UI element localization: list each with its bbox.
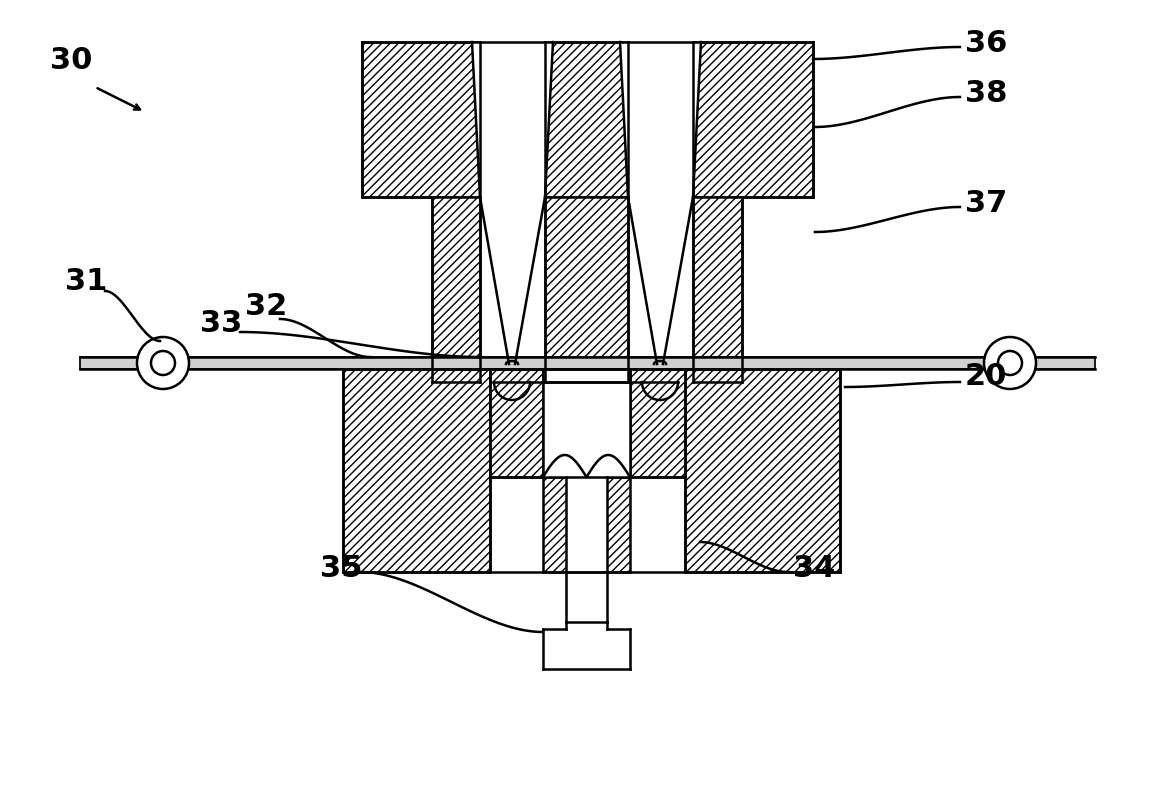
Polygon shape bbox=[693, 42, 813, 197]
Text: 32: 32 bbox=[246, 292, 287, 321]
Text: 33: 33 bbox=[200, 309, 242, 338]
Polygon shape bbox=[472, 42, 553, 197]
Polygon shape bbox=[543, 369, 630, 477]
Text: 36: 36 bbox=[965, 29, 1007, 58]
Polygon shape bbox=[543, 477, 630, 572]
Polygon shape bbox=[362, 42, 481, 197]
Polygon shape bbox=[630, 369, 685, 477]
Polygon shape bbox=[685, 369, 840, 572]
Polygon shape bbox=[490, 369, 543, 477]
Polygon shape bbox=[545, 197, 627, 382]
Polygon shape bbox=[693, 197, 741, 382]
Circle shape bbox=[137, 337, 189, 389]
Text: 34: 34 bbox=[793, 554, 835, 583]
Bar bbox=[80, 357, 1095, 369]
Polygon shape bbox=[432, 197, 481, 382]
Polygon shape bbox=[343, 369, 490, 572]
Text: 37: 37 bbox=[965, 189, 1007, 218]
Text: 35: 35 bbox=[320, 554, 362, 583]
Circle shape bbox=[998, 351, 1022, 375]
Text: 38: 38 bbox=[965, 79, 1007, 108]
Polygon shape bbox=[566, 572, 607, 622]
Polygon shape bbox=[620, 42, 701, 197]
Polygon shape bbox=[566, 477, 607, 572]
Text: 31: 31 bbox=[65, 267, 107, 296]
Text: 30: 30 bbox=[51, 46, 93, 75]
Polygon shape bbox=[481, 197, 545, 364]
Polygon shape bbox=[627, 197, 693, 364]
Polygon shape bbox=[545, 42, 627, 197]
Circle shape bbox=[983, 337, 1036, 389]
Text: 20: 20 bbox=[965, 362, 1007, 391]
Circle shape bbox=[152, 351, 175, 375]
